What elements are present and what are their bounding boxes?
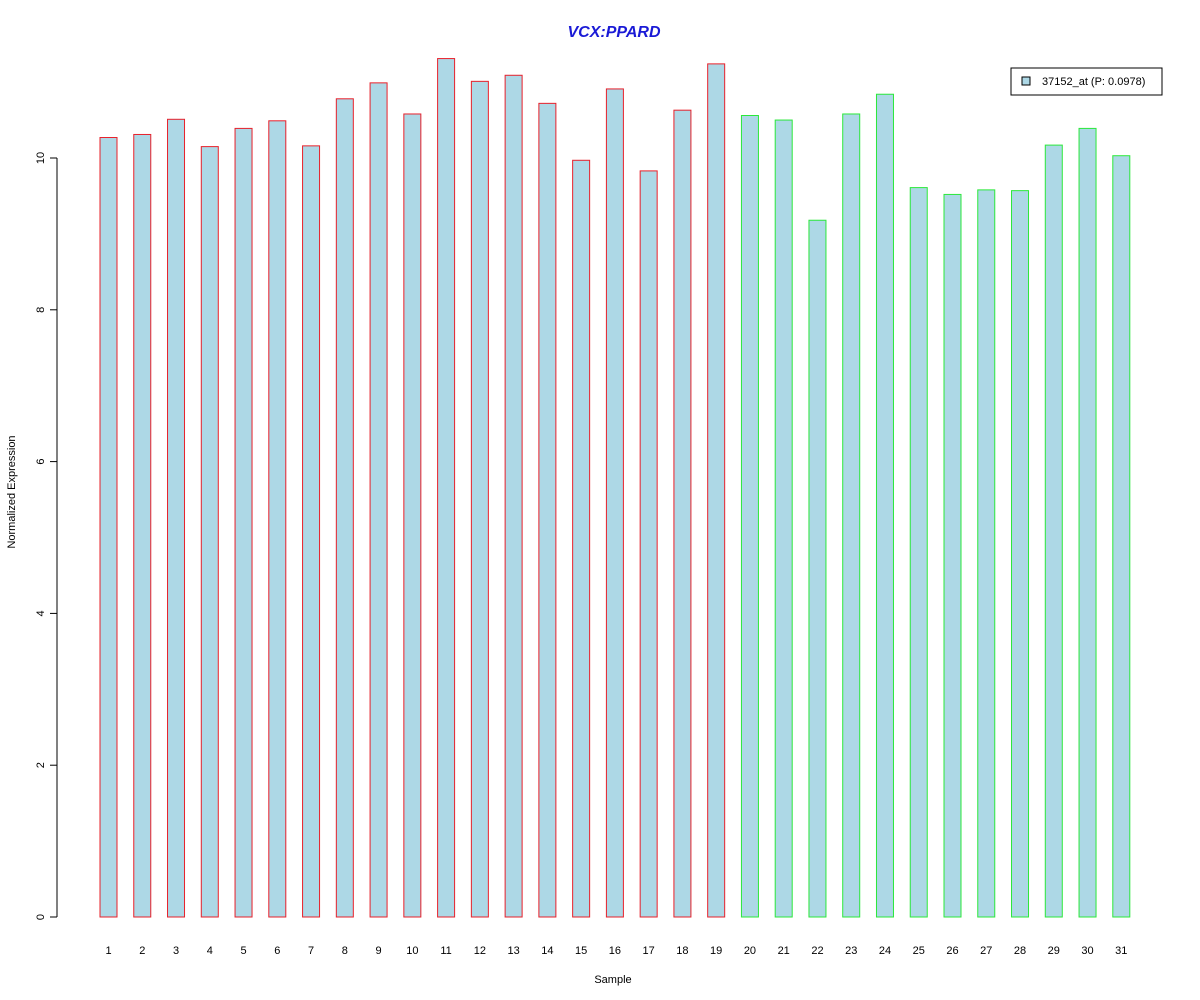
- x-tick-label: 30: [1081, 945, 1093, 957]
- x-tick-label: 22: [811, 945, 823, 957]
- x-tick-label: 19: [710, 945, 722, 957]
- bar-sample-30: [1078, 127, 1097, 918]
- x-tick-label: 4: [207, 945, 213, 957]
- x-tick-label: 25: [913, 945, 925, 957]
- y-tick-label: 2: [35, 762, 47, 768]
- bar-sample-2: [133, 133, 152, 918]
- x-tick-label: 5: [240, 945, 246, 957]
- y-axis-label: Normalized Expression: [6, 435, 18, 548]
- legend-box: [1010, 67, 1163, 96]
- x-tick-label: 9: [376, 945, 382, 957]
- x-tick-label: 21: [778, 945, 790, 957]
- bar-sample-3: [167, 118, 186, 918]
- x-tick-label: 27: [980, 945, 992, 957]
- bar-sample-4: [200, 146, 219, 918]
- y-axis: 0 2 4 6 8 10: [35, 152, 58, 920]
- bar-sample-6: [268, 120, 287, 918]
- bar-sample-12: [470, 80, 489, 918]
- legend: 37152_at (P: 0.0978): [1010, 67, 1163, 96]
- x-tick-label: 28: [1014, 945, 1026, 957]
- x-tick-label: 11: [440, 945, 451, 957]
- bar-sample-13: [504, 74, 523, 918]
- bar-sample-27: [977, 189, 996, 918]
- bar-sample-8: [335, 98, 354, 918]
- bar-sample-25: [909, 187, 928, 918]
- legend-label: 37152_at (P: 0.0978): [1042, 76, 1145, 88]
- bar-sample-10: [403, 113, 422, 918]
- x-tick-label: 17: [643, 945, 655, 957]
- x-tick-label: 15: [575, 945, 587, 957]
- x-tick-label: 8: [342, 945, 348, 957]
- bar-sample-22: [808, 219, 827, 918]
- bar-sample-11: [437, 58, 456, 918]
- bar-sample-31: [1112, 155, 1131, 918]
- x-tick-label: 26: [946, 945, 958, 957]
- bar-sample-18: [673, 109, 692, 918]
- y-tick-label: 4: [35, 610, 47, 616]
- x-tick-label: 1: [105, 945, 111, 957]
- bar-sample-23: [842, 113, 861, 918]
- x-tick-label: 10: [406, 945, 418, 957]
- x-tick-label: 7: [308, 945, 314, 957]
- bar-sample-1: [99, 137, 118, 918]
- bar-sample-15: [572, 159, 591, 918]
- bar-sample-24: [875, 93, 894, 918]
- legend-swatch: [1021, 76, 1031, 86]
- bar-sample-21: [774, 119, 793, 918]
- x-tick-label: 23: [845, 945, 857, 957]
- bars: [99, 58, 1131, 918]
- y-tick-label: 0: [35, 914, 47, 920]
- bar-sample-29: [1044, 144, 1063, 918]
- y-tick-label: 6: [35, 459, 47, 465]
- y-tick-label: 8: [35, 307, 47, 313]
- bar-sample-7: [302, 145, 321, 918]
- x-tick-label: 31: [1115, 945, 1127, 957]
- bar-sample-17: [639, 170, 658, 918]
- bar-sample-14: [538, 102, 557, 918]
- bar-sample-26: [943, 193, 962, 918]
- x-axis-label: Sample: [594, 974, 631, 986]
- bar-sample-16: [605, 88, 624, 918]
- x-tick-label: 16: [609, 945, 621, 957]
- bar-sample-28: [1011, 190, 1030, 918]
- x-tick-label: 20: [744, 945, 756, 957]
- x-tick-label: 24: [879, 945, 891, 957]
- x-tick-label: 13: [507, 945, 519, 957]
- x-tick-label: 2: [139, 945, 145, 957]
- x-tick-label: 6: [274, 945, 280, 957]
- x-tick-label: 14: [541, 945, 553, 957]
- y-tick-label: 10: [35, 152, 47, 164]
- bar-sample-9: [369, 82, 388, 918]
- x-tick-label: 12: [474, 945, 486, 957]
- bar-sample-19: [707, 63, 726, 918]
- x-tick-labels: 1 2 3 4 5 6 7 8 9 10 11 12 13 14 15 16 17 18 19 20 21 22 23 24 2…: [105, 945, 1127, 957]
- chart-title: VCX:PPARD: [567, 24, 660, 41]
- bar-sample-5: [234, 127, 253, 918]
- bar-sample-20: [740, 115, 759, 918]
- x-tick-label: 29: [1048, 945, 1060, 957]
- x-tick-label: 3: [173, 945, 179, 957]
- x-tick-label: 18: [676, 945, 688, 957]
